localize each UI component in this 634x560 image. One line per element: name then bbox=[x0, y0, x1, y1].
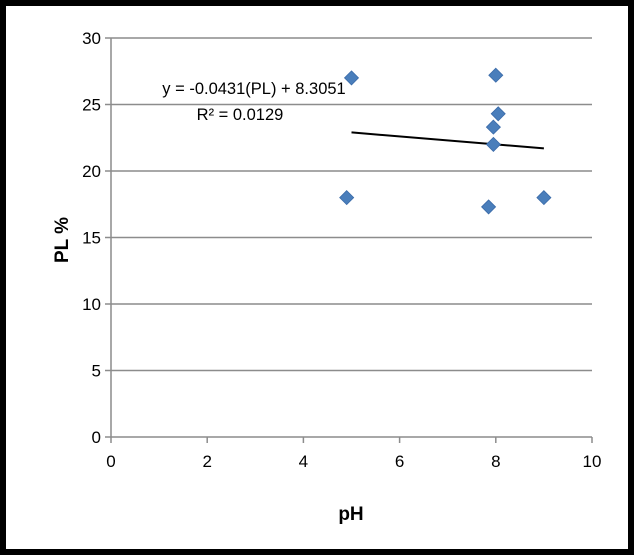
trendline-equation: y = -0.0431(PL) + 8.3051 bbox=[162, 80, 345, 98]
y-tick-label-20: 20 bbox=[82, 162, 101, 181]
data-point-6 bbox=[488, 67, 504, 83]
x-tick-label-2: 2 bbox=[202, 452, 211, 471]
gridlines bbox=[111, 37, 592, 372]
data-point-4 bbox=[485, 119, 501, 135]
y-tick-label-5: 5 bbox=[92, 362, 101, 381]
axes bbox=[105, 37, 593, 443]
x-tick-label-8: 8 bbox=[491, 452, 500, 471]
y-tick-label-25: 25 bbox=[82, 96, 101, 115]
y-tick-label-10: 10 bbox=[82, 295, 101, 314]
y-tick-label-0: 0 bbox=[92, 428, 101, 447]
x-axis-title: pH bbox=[338, 504, 363, 525]
y-tick-label-30: 30 bbox=[82, 29, 101, 48]
data-point-3 bbox=[481, 199, 497, 215]
y-axis-title: PL % bbox=[52, 217, 73, 263]
y-tick-label-15: 15 bbox=[82, 229, 101, 248]
trendline-layer bbox=[351, 131, 544, 150]
y-tick-labels: 0 5 10 15 20 25 30 bbox=[82, 29, 101, 447]
data-point-7 bbox=[490, 106, 506, 122]
r-squared-label: R² = 0.0129 bbox=[197, 106, 284, 124]
data-point-1 bbox=[339, 190, 355, 206]
x-tick-label-10: 10 bbox=[583, 452, 602, 471]
trendline bbox=[351, 131, 544, 150]
x-tick-label-0: 0 bbox=[106, 452, 115, 471]
x-tick-label-4: 4 bbox=[299, 452, 308, 471]
x-tick-labels: 0 2 4 6 8 10 bbox=[106, 452, 601, 471]
data-point-2 bbox=[343, 70, 360, 86]
x-tick-label-6: 6 bbox=[395, 452, 404, 471]
data-points bbox=[339, 67, 552, 215]
data-point-8 bbox=[536, 190, 552, 206]
data-point-5 bbox=[485, 136, 501, 152]
